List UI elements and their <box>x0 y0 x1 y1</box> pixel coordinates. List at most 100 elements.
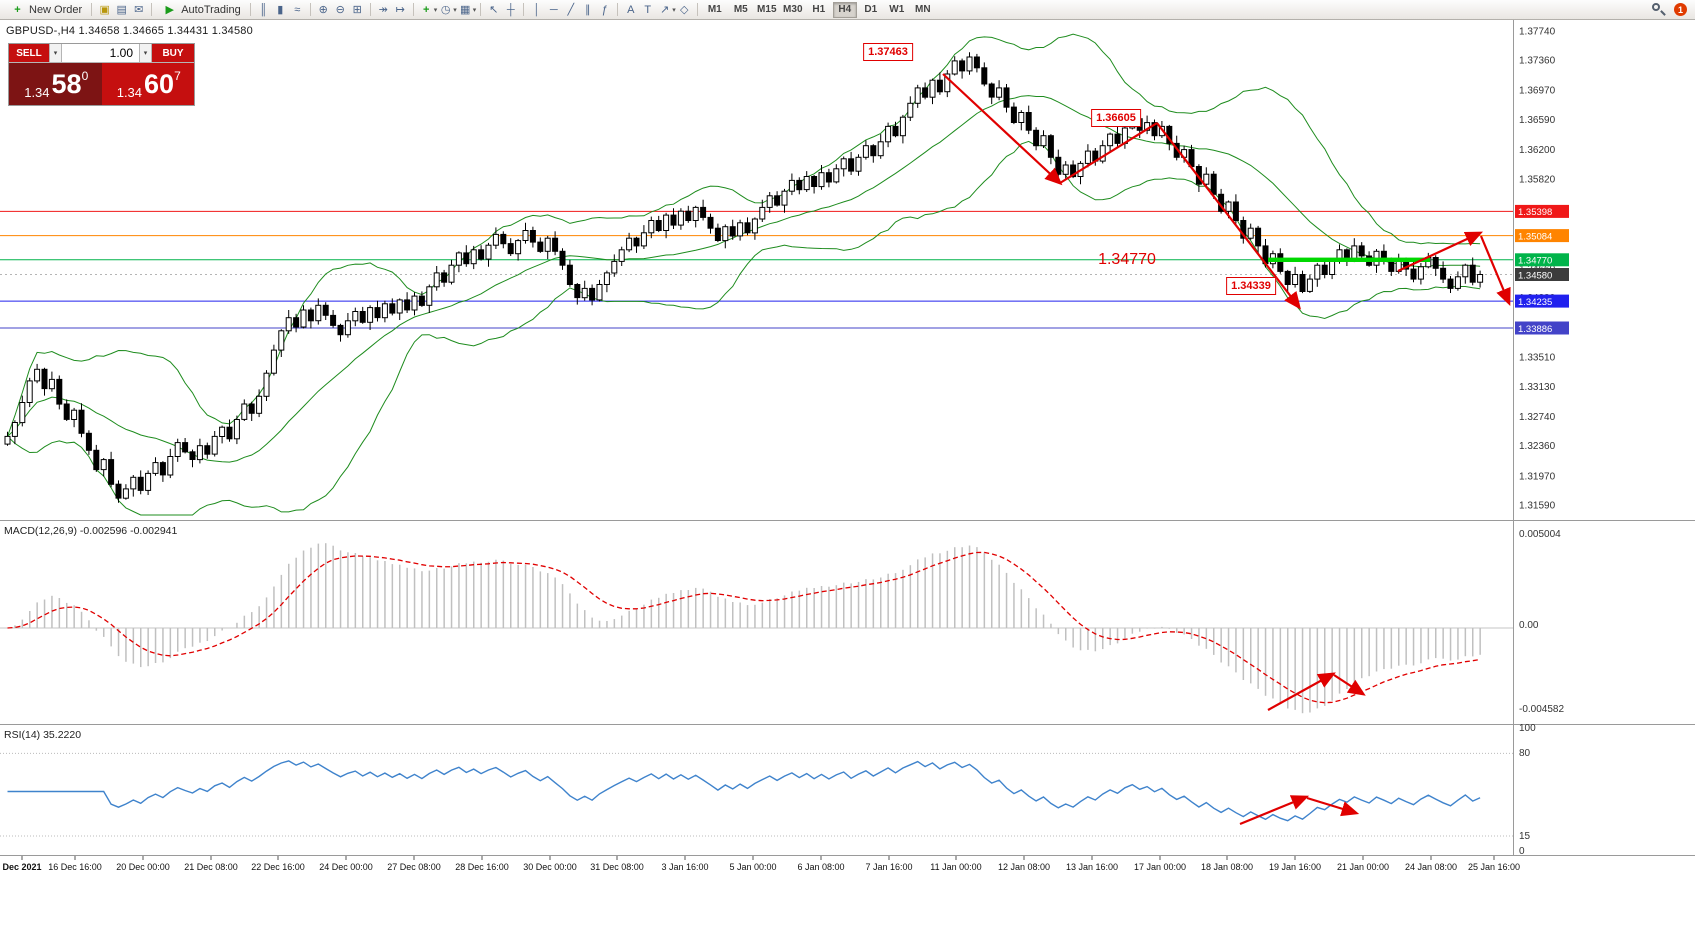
big-buy-button[interactable]: 1.34 60 7 <box>101 63 194 105</box>
rsi-line[interactable] <box>7 760 1481 822</box>
buy-price-big: 60 <box>144 68 175 99</box>
timeframe-d1[interactable]: D1 <box>864 4 878 15</box>
buy-price-prefix: 1.34 <box>116 85 143 100</box>
time-label: 24 Dec 00:00 <box>319 862 373 872</box>
search-icon[interactable] <box>1651 2 1666 17</box>
axis-label: 1.37740 <box>1519 26 1556 37</box>
sell-dropdown-caret-icon[interactable]: ▾ <box>49 44 62 62</box>
time-label: 11 Jan 00:00 <box>930 862 981 872</box>
one-click-trading-widget: SELL ▾ 1.00 ▾ BUY 1.34 58 0 1.34 60 7 <box>8 43 195 106</box>
templates-icon[interactable]: ▦ <box>460 4 471 16</box>
time-label: 13 Jan 16:00 <box>1066 862 1118 872</box>
trend-arrow[interactable] <box>1059 122 1158 184</box>
volume-input[interactable]: 1.00 <box>62 44 139 62</box>
crosshair-icon[interactable]: ┼ <box>506 3 515 16</box>
axis-label: 1.31590 <box>1519 501 1556 512</box>
separator <box>249 3 251 16</box>
axis-label: 1.33130 <box>1519 382 1556 393</box>
sell-price-sup: 0 <box>81 69 89 83</box>
macd-arrow[interactable] <box>1267 672 1336 711</box>
indicators-caret-icon[interactable]: ▾ <box>433 6 438 14</box>
time-label: 3 Jan 16:00 <box>661 862 708 872</box>
time-label: 6 Jan 08:00 <box>797 862 844 872</box>
volume-caret-icon[interactable]: ▾ <box>139 44 152 62</box>
line-chart-icon[interactable]: ≈ <box>294 3 301 16</box>
alerts-icon[interactable]: ✉ <box>134 4 144 16</box>
separator <box>480 3 482 16</box>
axis-label: 0.005004 <box>1519 529 1561 540</box>
big-sell-button[interactable]: 1.34 58 0 <box>9 63 102 105</box>
price-tags: 1.35398 1.35084 1.34770 1.34235 1.33886 1.345… <box>1515 204 1569 335</box>
new-order-button[interactable]: + New Order <box>4 1 87 19</box>
trend-arrow[interactable] <box>1397 231 1483 272</box>
periods-icon[interactable]: ◷ <box>440 4 451 16</box>
zoom-out-icon[interactable]: ⊖ <box>335 4 345 16</box>
timeframe-m30[interactable]: M30 <box>783 4 803 15</box>
time-label: 21 Jan 00:00 <box>1337 862 1389 872</box>
axis-label: 1.37360 <box>1519 56 1556 67</box>
timeframe-w1[interactable]: W1 <box>889 4 905 15</box>
time-label: 16 Dec 16:00 <box>48 862 102 872</box>
trend-arrow[interactable] <box>1479 235 1511 307</box>
sell-button[interactable]: SELL <box>9 44 49 62</box>
price-tag: 1.34770 <box>1518 256 1552 267</box>
bar-chart-icon[interactable]: ║ <box>259 3 268 16</box>
auto-scroll-icon[interactable]: ↠ <box>378 4 388 16</box>
templates-caret-icon[interactable]: ▾ <box>472 6 477 14</box>
arrows-caret-icon[interactable]: ▾ <box>672 6 676 14</box>
rsi-label: RSI(14) 35.2220 <box>4 729 81 741</box>
macd-arrow[interactable] <box>1333 674 1366 696</box>
new-chart-icon[interactable]: ▣ <box>99 4 110 16</box>
chart-shift-icon[interactable]: ↦ <box>395 4 405 16</box>
bb-upper[interactable] <box>7 33 1481 437</box>
timeframe-h1[interactable]: H1 <box>812 4 826 15</box>
tile-windows-icon[interactable]: ⊞ <box>352 4 362 16</box>
horizontal-line-icon[interactable]: ─ <box>549 3 558 16</box>
search-circle <box>1652 3 1660 11</box>
timeframe-m1[interactable]: M1 <box>707 4 722 15</box>
indicators-icon[interactable]: + <box>423 3 430 16</box>
autotrading-button[interactable]: ▶ AutoTrading <box>156 1 246 19</box>
fibonacci-icon[interactable]: ƒ <box>601 3 608 16</box>
autotrading-label: AutoTrading <box>181 3 241 16</box>
shapes-tool-icon[interactable]: ◇ <box>680 4 689 16</box>
text-tool-icon[interactable]: A <box>627 3 635 16</box>
arrows-tool-icon[interactable]: ↗ <box>660 4 670 16</box>
notification-badge[interactable]: 1 <box>1674 3 1687 16</box>
periods-caret-icon[interactable]: ▾ <box>453 6 457 14</box>
thick-support-line[interactable] <box>1268 257 1430 262</box>
bb-middle[interactable] <box>7 95 1481 463</box>
channel-icon[interactable]: ∥ <box>585 4 591 16</box>
autotrading-icon: ▶ <box>165 4 174 16</box>
axis-label: 1.36970 <box>1519 86 1556 97</box>
timeframe-m5[interactable]: M5 <box>733 4 748 15</box>
text-label-icon[interactable]: T <box>644 3 652 16</box>
axis-label: 100 <box>1519 723 1536 734</box>
separator <box>696 3 698 16</box>
sell-price-prefix: 1.34 <box>24 85 50 100</box>
trend-arrow[interactable] <box>942 73 1063 186</box>
buy-button[interactable]: BUY <box>152 44 194 62</box>
trend-arrow[interactable] <box>1156 122 1302 310</box>
vertical-line-icon[interactable]: │ <box>533 3 541 16</box>
time-label: 27 Dec 08:00 <box>387 862 441 872</box>
candlestick-icon[interactable]: ▮ <box>277 4 284 16</box>
zoom-in-icon[interactable]: ⊕ <box>318 4 328 16</box>
axis-label: 1.35820 <box>1519 174 1556 185</box>
trendline-icon[interactable]: ╱ <box>567 4 575 16</box>
timeframe-h4[interactable]: H4 <box>832 1 857 18</box>
macd-signal-line[interactable] <box>7 551 1481 704</box>
time-label: Dec 2021 <box>2 862 41 872</box>
rsi-arrow[interactable] <box>1306 796 1360 817</box>
cursor-icon[interactable]: ↖ <box>489 4 499 16</box>
timeframe-m15[interactable]: M15 <box>757 4 777 15</box>
trend-arrows[interactable] <box>942 73 1511 310</box>
separator <box>91 3 93 16</box>
profiles-icon[interactable]: ▤ <box>116 4 127 16</box>
timeframe-mn[interactable]: MN <box>915 4 931 15</box>
rsi-panel: 100 80 15 0 RSI(14) 35.2220 <box>0 723 1536 857</box>
axis-label: 1.33510 <box>1519 353 1556 364</box>
rsi-arrow[interactable] <box>1239 795 1310 826</box>
